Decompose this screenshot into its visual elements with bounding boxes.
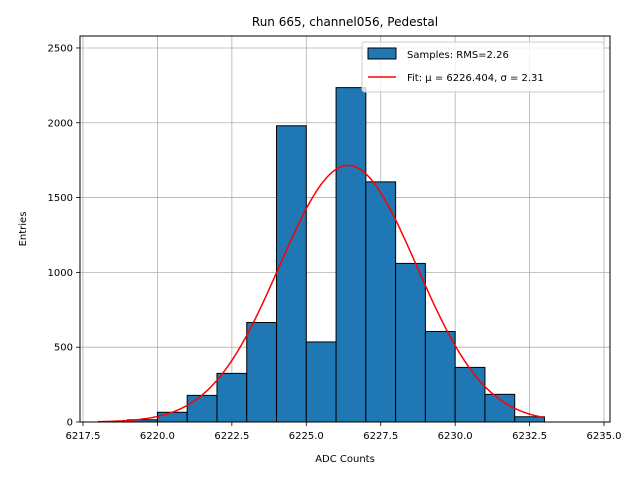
y-axis-ticks: 0 500 1000 1500 2000 2500 [48,43,80,429]
legend-swatch-samples [367,47,397,60]
chart-title: Run 665, channel056, Pedestal [252,15,438,29]
x-tick-label: 6230.0 [438,431,473,442]
x-tick-label: 6225.0 [289,431,324,442]
histogram-bar [186,394,218,423]
y-tick-label: 2500 [48,43,73,54]
histogram-bar [305,341,337,423]
y-tick-label: 2000 [48,118,73,129]
y-tick-label: 1000 [48,268,73,279]
x-tick-label: 6235.0 [587,431,622,442]
histogram-bar [156,411,188,423]
histogram-bar [395,262,426,423]
plot-frame [79,35,611,423]
histogram-bar [246,322,278,423]
x-axis-label: ADC Counts [315,454,375,465]
x-tick-label: 6222.5 [214,431,249,442]
legend-label-fit: Fit: μ = 6226.404, σ = 2.31 [407,73,544,84]
histogram-bar [365,181,397,423]
histogram-bar [454,366,486,423]
histogram-bars [127,87,545,423]
y-axis-label: Entries [18,212,29,247]
x-axis-ticks: 6217.5 6220.0 6222.5 6225.0 6227.5 6230.0 6232… [65,422,622,442]
legend: Samples: RMS=2.26 Fit: μ = 6226.404, σ =… [361,41,605,93]
fit-curve-layer [97,164,545,423]
legend-label-samples: Samples: RMS=2.26 [407,50,509,61]
x-tick-label: 6217.5 [65,431,100,442]
x-tick-label: 6220.0 [140,431,175,442]
x-tick-label: 6227.5 [363,431,398,442]
histogram-bar [216,372,248,423]
histogram-bar [514,416,545,423]
histogram-bar [424,330,456,423]
gaussian-fit-line [97,164,545,423]
y-tick-label: 0 [67,418,73,429]
histogram-bar [484,393,516,423]
y-tick-label: 500 [54,343,73,354]
legend-box [361,41,605,93]
histogram-bar [276,125,307,423]
y-tick-label: 1500 [48,193,73,204]
x-tick-label: 6232.5 [512,431,547,442]
histogram-bar [335,87,367,423]
